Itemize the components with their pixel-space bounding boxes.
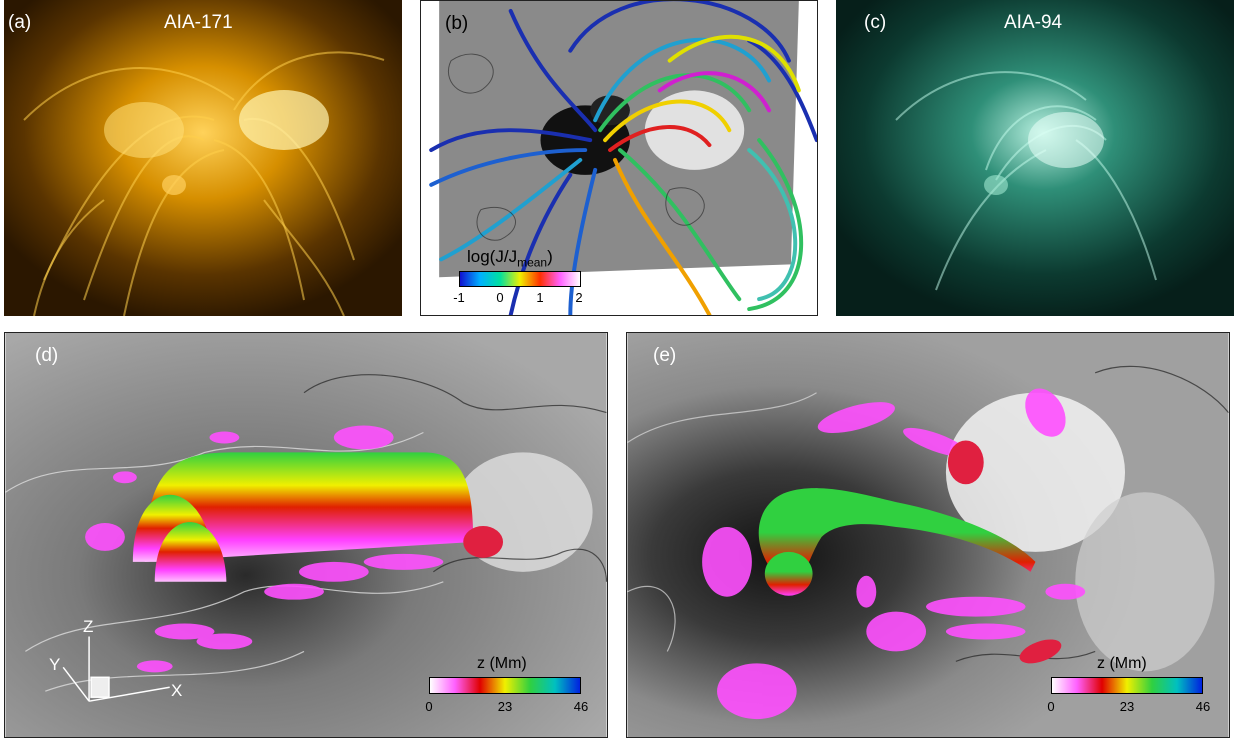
aia94-image (836, 0, 1234, 316)
panel-a-aia171-image: (a) AIA-171 (4, 0, 402, 316)
colorbar-e-title: z (Mm) (1097, 655, 1147, 672)
panel-a-title: AIA-171 (164, 12, 233, 33)
colorbar-d-tick-1: 0 (425, 699, 433, 714)
colorbar-e-tick-2: 23 (1119, 699, 1135, 714)
colorbar-b-tick-2: 0 (496, 290, 504, 305)
panel-b-label: (b) (445, 13, 469, 34)
panel-b-field-lines: (b) log(J/Jmean) -1 0 1 2 (420, 0, 818, 316)
panel-d-3d-current-isosurface: (d) Z Y X z (Mm) 0 23 46 (4, 332, 608, 738)
axis-z-label: Z (83, 617, 94, 636)
colorbar-b-tick-3: 1 (536, 290, 544, 305)
colorbar-e-tick-1: 0 (1047, 699, 1055, 714)
colorbar-d-tick-3: 46 (573, 699, 589, 714)
colorbar-d (429, 677, 581, 694)
colorbar-d-tick-2: 23 (497, 699, 513, 714)
panel-c-title: AIA-94 (1004, 12, 1063, 33)
panel-e-3d-current-isosurface-top: (e) z (Mm) 0 23 46 (626, 332, 1230, 738)
colorbar-b (459, 271, 581, 287)
panel-e-label: (e) (653, 345, 677, 366)
isosurface-render-d (5, 333, 607, 737)
colorbar-d-title: z (Mm) (477, 655, 527, 672)
aia171-image (4, 0, 402, 316)
panel-c-label: (c) (864, 12, 887, 33)
colorbar-e-tick-3: 46 (1195, 699, 1211, 714)
colorbar-e (1051, 677, 1203, 694)
colorbar-b-tick-4: 2 (575, 290, 583, 305)
isosurface-render-e (627, 333, 1229, 737)
axis-triad (62, 636, 170, 702)
field-line-render (421, 1, 817, 315)
colorbar-b-title: log(J/Jmean) (467, 247, 553, 270)
axis-y-label: Y (49, 655, 61, 674)
panel-d-label: (d) (35, 345, 59, 366)
panel-a-label: (a) (8, 12, 32, 33)
axis-x-label: X (171, 681, 183, 700)
panel-c-aia94-image: (c) AIA-94 (836, 0, 1234, 316)
colorbar-b-tick-1: -1 (453, 290, 465, 305)
